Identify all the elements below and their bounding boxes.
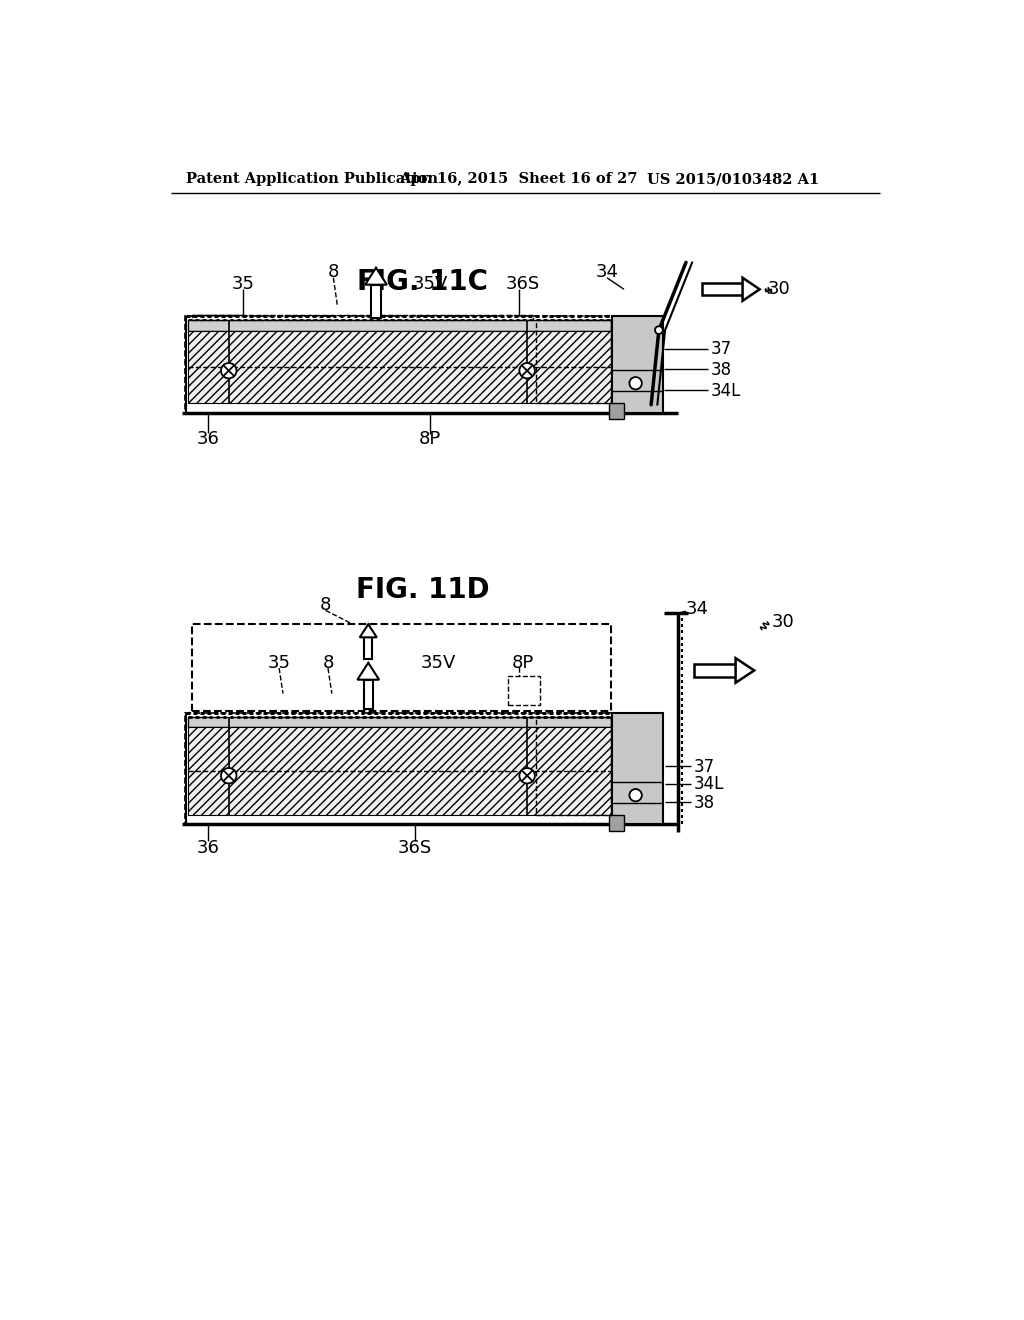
Bar <box>608 404 624 418</box>
Bar <box>701 284 742 296</box>
Text: US 2015/0103482 A1: US 2015/0103482 A1 <box>647 172 819 186</box>
Text: FIG. 11C: FIG. 11C <box>357 268 488 296</box>
Bar <box>364 680 373 709</box>
Bar <box>187 321 611 331</box>
Text: 8P: 8P <box>419 430 441 449</box>
Bar <box>187 717 611 727</box>
Polygon shape <box>357 663 379 680</box>
Circle shape <box>630 378 642 389</box>
Text: 38: 38 <box>693 793 715 812</box>
Text: 37: 37 <box>693 758 715 776</box>
Text: 34: 34 <box>686 599 709 618</box>
Text: 8: 8 <box>323 653 334 672</box>
Text: 8: 8 <box>328 264 339 281</box>
Text: 36: 36 <box>197 838 219 857</box>
Text: 35V: 35V <box>420 653 456 672</box>
Text: 34: 34 <box>595 264 618 281</box>
Bar <box>187 727 611 816</box>
Text: 35: 35 <box>231 275 254 293</box>
Bar <box>608 816 624 830</box>
Text: Apr. 16, 2015  Sheet 16 of 27: Apr. 16, 2015 Sheet 16 of 27 <box>399 172 638 186</box>
Text: Patent Application Publication: Patent Application Publication <box>186 172 438 186</box>
Polygon shape <box>366 268 387 285</box>
Text: 34L: 34L <box>711 381 741 400</box>
Text: 36: 36 <box>197 430 219 449</box>
Bar <box>537 717 611 816</box>
Text: 35V: 35V <box>413 275 447 293</box>
Bar <box>193 314 534 321</box>
Text: 36S: 36S <box>397 838 432 857</box>
Text: 38: 38 <box>711 362 732 379</box>
Circle shape <box>221 768 237 783</box>
Text: 30: 30 <box>768 280 791 298</box>
Text: 34L: 34L <box>693 775 724 793</box>
Text: FIG. 11D: FIG. 11D <box>355 576 489 603</box>
Text: 37: 37 <box>711 341 732 358</box>
Polygon shape <box>742 277 760 301</box>
Text: 35: 35 <box>267 653 291 672</box>
Polygon shape <box>735 659 755 682</box>
Bar <box>365 638 372 659</box>
Bar <box>193 624 611 711</box>
Circle shape <box>630 789 642 801</box>
Text: 8P: 8P <box>512 653 535 672</box>
Bar <box>372 285 381 318</box>
Circle shape <box>655 326 663 334</box>
Bar <box>508 676 541 705</box>
Text: 30: 30 <box>771 612 794 631</box>
Bar <box>693 664 735 677</box>
Bar <box>184 713 614 825</box>
Circle shape <box>221 363 237 379</box>
Bar <box>612 713 663 825</box>
Text: 36S: 36S <box>506 275 541 293</box>
Bar <box>537 321 611 404</box>
Bar <box>612 317 663 412</box>
Bar <box>187 331 611 404</box>
Bar <box>184 317 614 412</box>
Circle shape <box>519 768 535 783</box>
Circle shape <box>519 363 535 379</box>
Text: 8: 8 <box>319 597 332 614</box>
Polygon shape <box>359 624 377 638</box>
